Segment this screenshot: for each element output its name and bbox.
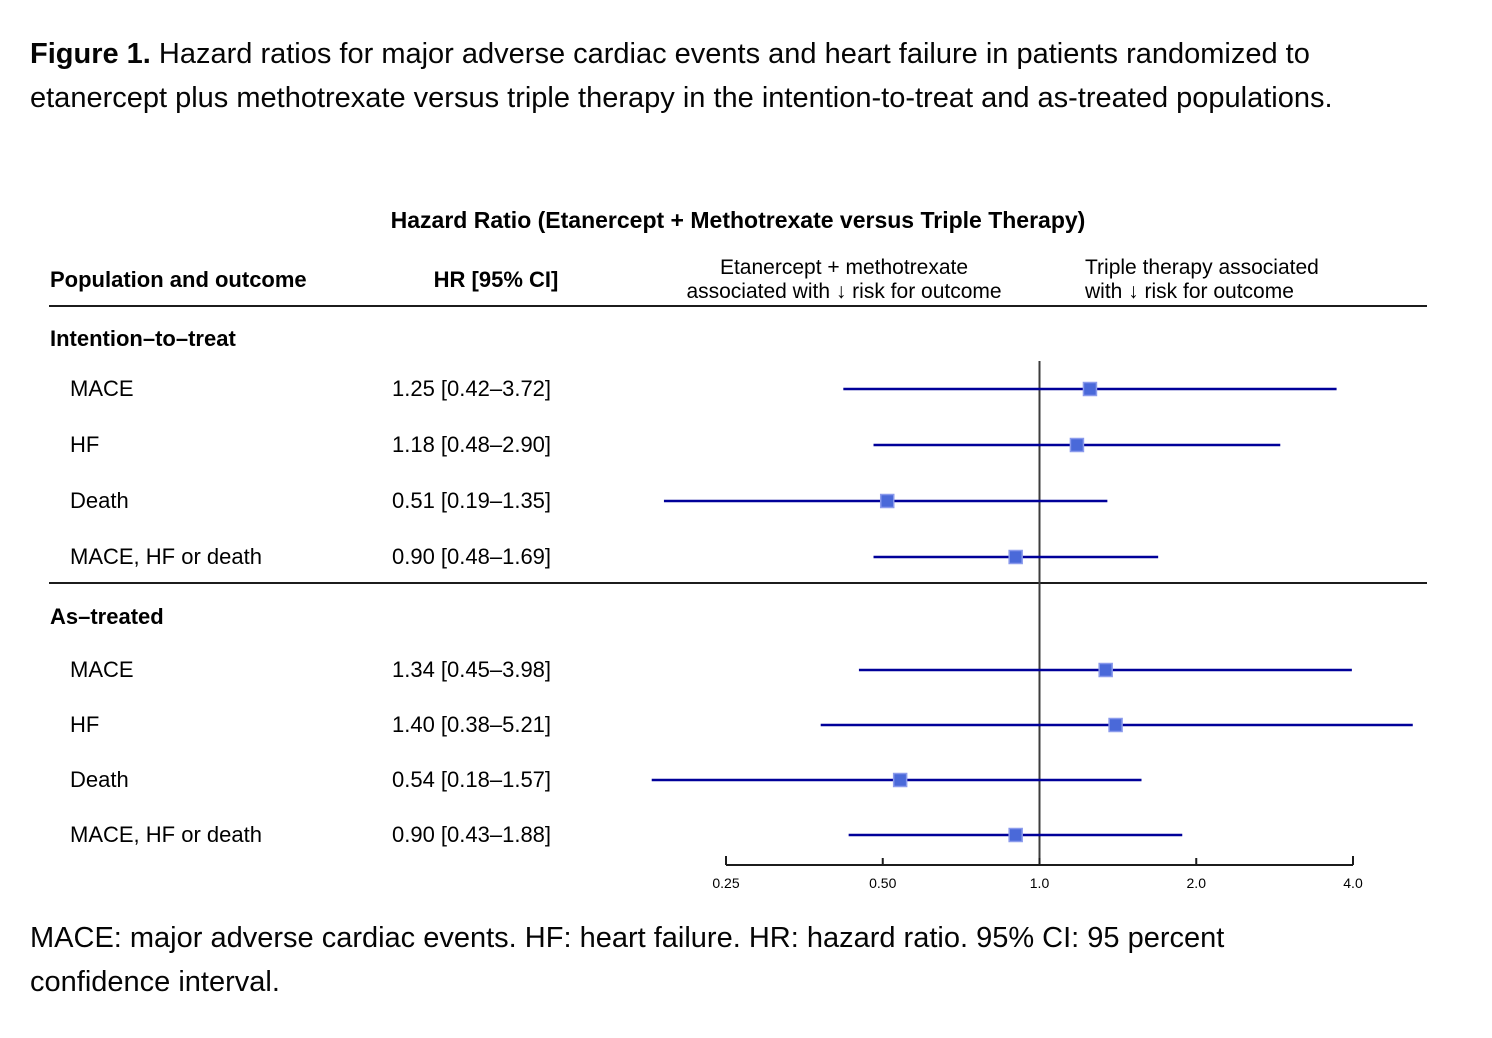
figure-caption: Figure 1. Hazard ratios for major advers… bbox=[30, 32, 1430, 120]
column-header-etanercept-line1: Etanercept + methotrexate bbox=[719, 256, 969, 279]
hr-marker bbox=[892, 772, 908, 788]
section-header-itt: Intention–to–treat bbox=[50, 326, 236, 351]
column-header-etanercept-side: Etanercept + methotrexate associated wit… bbox=[628, 256, 1060, 304]
row-label: Death bbox=[70, 767, 129, 792]
row-label: MACE, HF or death bbox=[70, 822, 262, 847]
column-header-etanercept-line2: associated with ↓ risk for outcome bbox=[686, 280, 1002, 303]
x-axis-tick-label: 2.0 bbox=[1187, 875, 1207, 891]
hr-marker bbox=[1098, 662, 1113, 678]
section-header-as-treated: As–treated bbox=[50, 604, 164, 629]
row-hr-value: 0.90 [0.43–1.88] bbox=[392, 822, 552, 847]
hr-marker bbox=[1069, 437, 1085, 453]
x-axis-tick-label: 4.0 bbox=[1343, 875, 1363, 891]
row-hr-value: 1.34 [0.45–3.98] bbox=[392, 657, 552, 682]
row-hr-value: 0.90 [0.48–1.69] bbox=[392, 544, 552, 569]
column-header-triple-line2: with ↓ risk for outcome bbox=[1085, 280, 1294, 303]
x-axis-tick-label: 0.25 bbox=[712, 875, 739, 891]
figure-footnote: MACE: major adverse cardiac events. HF: … bbox=[30, 922, 1225, 998]
hr-marker bbox=[1082, 381, 1098, 397]
hr-marker bbox=[1008, 549, 1023, 565]
x-axis-tick-label: 1.0 bbox=[1030, 875, 1050, 891]
column-header-population: Population and outcome bbox=[50, 267, 307, 292]
x-axis-tick-label: 0.50 bbox=[869, 875, 896, 891]
row-label: MACE bbox=[70, 657, 134, 682]
column-header-hr-ci: HR [95% CI] bbox=[433, 267, 559, 292]
row-hr-value: 0.54 [0.18–1.57] bbox=[392, 767, 552, 792]
row-label: HF bbox=[70, 432, 100, 457]
section-divider-rule bbox=[49, 582, 1427, 584]
hr-marker bbox=[879, 493, 895, 509]
row-label: HF bbox=[70, 712, 100, 737]
figure-caption-text: Hazard ratios for major adverse cardiac … bbox=[30, 38, 1333, 114]
figure-caption-prefix: Figure 1. bbox=[30, 38, 151, 70]
column-header-triple-line1: Triple therapy associated bbox=[1085, 256, 1319, 279]
row-label: MACE, HF or death bbox=[70, 544, 262, 569]
column-header-triple-side: Triple therapy associated with ↓ risk fo… bbox=[1085, 256, 1425, 304]
row-hr-value: 0.51 [0.19–1.35] bbox=[392, 488, 552, 513]
row-hr-value: 1.25 [0.42–3.72] bbox=[392, 376, 552, 401]
row-hr-value: 1.40 [0.38–5.21] bbox=[392, 712, 552, 737]
row-hr-value: 1.18 [0.48–2.90] bbox=[392, 432, 552, 457]
hr-marker bbox=[1008, 827, 1023, 843]
hr-marker bbox=[1108, 717, 1123, 733]
row-label: Death bbox=[70, 488, 129, 513]
row-label: MACE bbox=[70, 376, 134, 401]
chart-title: Hazard Ratio (Etanercept + Methotrexate … bbox=[390, 207, 1086, 233]
header-rule bbox=[49, 305, 1427, 307]
